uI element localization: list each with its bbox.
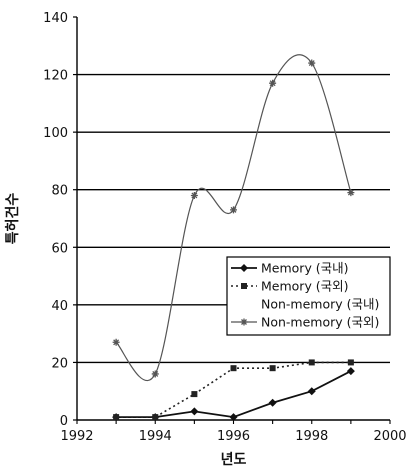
series-group xyxy=(112,54,355,422)
y-tick-label-120: 120 xyxy=(43,69,68,84)
y-axis-title: 특허건수 xyxy=(4,193,21,245)
axes: 0 20 40 60 80 100 120 140 1992 1994 1996 1998 2000 xyxy=(43,11,406,444)
x-tick-label-1994: 1994 xyxy=(139,429,172,444)
series-4 xyxy=(112,54,355,382)
series-1-point-1997 xyxy=(268,398,277,407)
series-1-line xyxy=(116,370,352,419)
legend-swatch-marker-2 xyxy=(241,283,247,289)
series-4-point-1995 xyxy=(190,191,198,199)
x-tick-label-1996: 1996 xyxy=(217,429,250,444)
series-2-point-1999 xyxy=(347,359,354,366)
series-4-point-1998 xyxy=(308,59,316,67)
legend-label-1: Memory (국내) xyxy=(261,261,349,276)
y-tick-label-0: 0 xyxy=(60,414,68,429)
y-tick-label-80: 80 xyxy=(51,184,68,199)
series-1-point-1999 xyxy=(346,367,355,376)
y-tick-label-20: 20 xyxy=(51,356,68,371)
series-2-point-1993 xyxy=(113,414,120,421)
x-tick-label-1992: 1992 xyxy=(60,429,93,444)
series-4-point-1993 xyxy=(112,338,120,346)
legend-item-1: Memory (국내) xyxy=(231,261,349,276)
x-tick-label-1998: 1998 xyxy=(295,429,328,444)
legend-swatch-marker-4 xyxy=(240,318,248,326)
series-4-point-1994 xyxy=(151,370,159,378)
series-4-point-1999 xyxy=(347,189,355,197)
series-1 xyxy=(112,367,355,422)
x-axis-title: 년도 xyxy=(221,452,247,468)
series-2-point-1998 xyxy=(308,359,315,366)
series-4-point-1997 xyxy=(269,79,277,87)
legend-item-4: Non-memory (국외) xyxy=(231,315,379,330)
series-4-point-1996 xyxy=(230,206,237,214)
x-tick-label-2000: 2000 xyxy=(373,429,406,444)
series-2-point-1997 xyxy=(269,365,276,372)
legend-swatch-marker-1 xyxy=(240,264,248,272)
y-tick-label-100: 100 xyxy=(43,126,68,141)
legend-item-3: Non-memory (국내) xyxy=(261,297,379,312)
legend-label-4: Non-memory (국외) xyxy=(261,315,379,330)
y-tick-label-60: 60 xyxy=(51,241,68,256)
series-1-point-1995 xyxy=(190,407,199,416)
series-1-point-1998 xyxy=(307,387,316,396)
series-2-point-1996 xyxy=(230,365,237,372)
series-2-point-1995 xyxy=(191,391,198,398)
y-axis-title-text: 특허건수 xyxy=(4,193,21,245)
series-1-point-1996 xyxy=(229,413,238,422)
legend: Memory (국내) Memory (국외) Non-memory (국내) Non… xyxy=(226,256,391,336)
legend-label-2: Memory (국외) xyxy=(261,279,349,294)
y-tick-label-140: 140 xyxy=(43,11,68,26)
series-2-point-1994 xyxy=(152,414,159,421)
y-tick-label-40: 40 xyxy=(51,299,68,314)
series-2 xyxy=(113,359,354,421)
legend-item-2: Memory (국외) xyxy=(231,279,349,294)
legend-label-3: Non-memory (국내) xyxy=(261,297,379,312)
